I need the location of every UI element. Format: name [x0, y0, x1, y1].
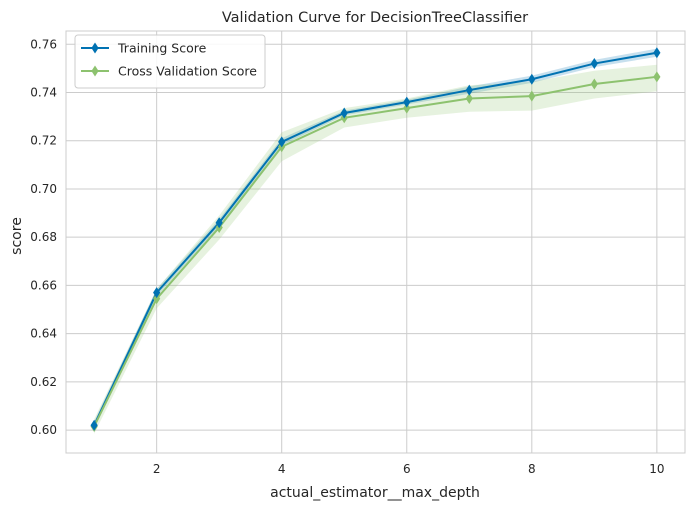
point-training [590, 58, 598, 70]
point-training [403, 96, 411, 108]
point-training [90, 419, 98, 431]
y-axis-ticks: 0.60 0.62 0.64 0.66 0.68 0.70 0.72 0.74 0.76 [30, 37, 57, 437]
series-markers [90, 47, 661, 432]
line-cv [93, 75, 657, 427]
legend-marker-training [91, 42, 99, 54]
point-training [340, 107, 348, 119]
y-axis-label: score [9, 217, 25, 255]
band-training [94, 48, 657, 429]
x-axis-label: actual_estimator__max_depth [270, 485, 480, 501]
x-tick-label: 10 [649, 462, 664, 476]
legend-box [74, 34, 266, 89]
y-tick-label: 0.70 [30, 182, 57, 196]
point-cv [653, 71, 661, 83]
legend-label-cv: Cross Validation Score [118, 64, 257, 79]
x-tick-label: 8 [528, 462, 536, 476]
confidence-bands [94, 48, 657, 434]
point-cv [590, 78, 598, 90]
point-training [653, 47, 661, 59]
point-cv [465, 93, 473, 105]
point-training [153, 287, 161, 299]
legend-marker-cv [91, 65, 99, 77]
x-tick-label: 6 [403, 462, 411, 476]
x-axis-ticks: 2 4 6 8 10 [153, 462, 665, 476]
chart-title: Validation Curve for DecisionTreeClassif… [222, 10, 528, 26]
point-training [528, 73, 536, 85]
band-cv [94, 64, 657, 434]
legend: Training Score Cross Validation Score [74, 34, 266, 89]
y-tick-label: 0.60 [30, 423, 57, 437]
point-cv [153, 293, 161, 305]
grid [66, 31, 685, 453]
point-cv [403, 102, 411, 114]
y-tick-label: 0.74 [30, 85, 57, 99]
legend-label-training: Training Score [117, 41, 207, 56]
y-tick-label: 0.64 [30, 327, 57, 341]
point-training [465, 84, 473, 96]
y-tick-label: 0.66 [30, 278, 57, 292]
y-tick-label: 0.72 [30, 134, 57, 148]
y-tick-label: 0.62 [30, 375, 57, 389]
point-training [215, 217, 223, 229]
y-tick-label: 0.68 [30, 230, 57, 244]
y-tick-label: 0.76 [30, 37, 57, 51]
line-training [93, 51, 658, 426]
x-tick-label: 4 [278, 462, 286, 476]
x-tick-label: 2 [153, 462, 161, 476]
point-training [278, 136, 286, 148]
series-lines [93, 51, 658, 427]
plot-frame [65, 30, 686, 454]
point-cv [528, 90, 536, 102]
